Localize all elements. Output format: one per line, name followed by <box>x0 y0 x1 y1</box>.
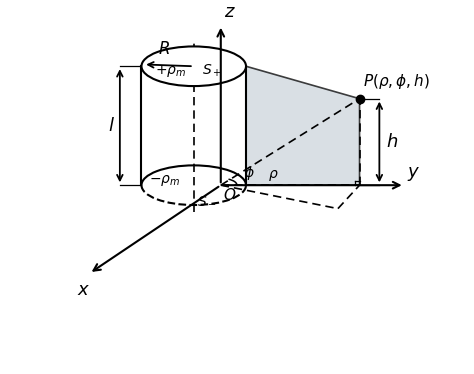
Text: $z$: $z$ <box>224 3 236 21</box>
Text: $h$: $h$ <box>386 133 398 151</box>
Text: $x$: $x$ <box>77 281 91 299</box>
Text: $O$: $O$ <box>223 187 236 203</box>
Text: $l$: $l$ <box>109 117 115 135</box>
Text: $y$: $y$ <box>407 165 420 183</box>
Ellipse shape <box>141 46 246 86</box>
Text: $R$: $R$ <box>158 40 170 58</box>
Text: $S_-$: $S_-$ <box>197 193 217 206</box>
Text: $\phi$: $\phi$ <box>244 163 255 182</box>
Polygon shape <box>246 66 360 185</box>
Text: $+\rho_m$: $+\rho_m$ <box>155 62 186 79</box>
Text: $P(\rho,\phi,h)$: $P(\rho,\phi,h)$ <box>363 73 430 92</box>
Text: $S_+$: $S_+$ <box>202 62 222 79</box>
Text: $\rho$: $\rho$ <box>268 168 278 183</box>
Text: $-\rho_m$: $-\rho_m$ <box>149 174 181 188</box>
